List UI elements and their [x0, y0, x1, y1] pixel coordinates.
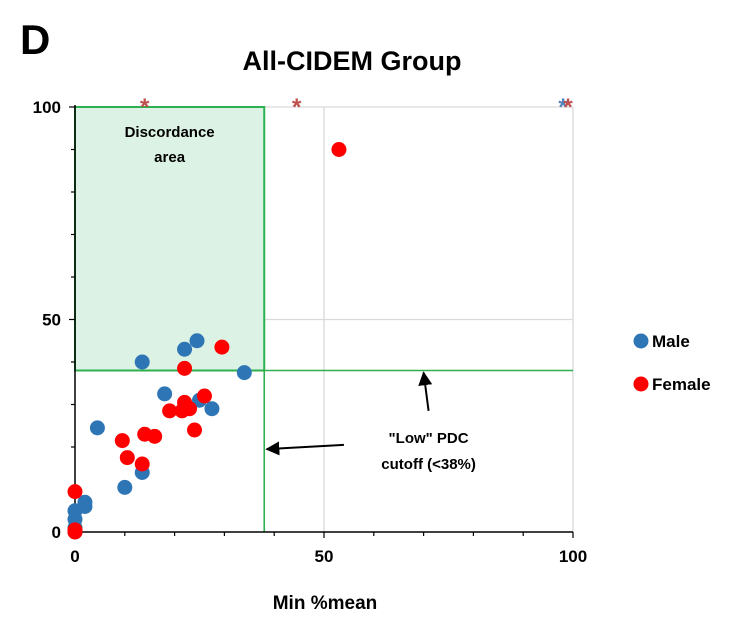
- data-point-female: [67, 522, 83, 538]
- x-axis-label: Min %mean: [273, 593, 378, 614]
- data-point-male: [89, 420, 105, 436]
- data-point-male: [117, 479, 133, 495]
- chart-title: All-CIDEM Group: [243, 46, 462, 76]
- arrow-to-vertical-cutoff: [265, 441, 344, 456]
- legend: Male Female: [633, 332, 711, 394]
- data-point-female: [187, 422, 203, 438]
- y-tick-label: 50: [42, 311, 61, 330]
- panel-label: D: [20, 16, 50, 63]
- data-point-female: [114, 433, 130, 449]
- data-point-female: [177, 360, 193, 376]
- asterisk-marker: *: [558, 94, 568, 121]
- data-point-female: [214, 339, 230, 355]
- arrow-to-horizontal-cutoff: [418, 371, 433, 412]
- legend-label-female: Female: [652, 375, 711, 394]
- y-tick-label: 0: [52, 523, 61, 542]
- legend-marker-female: [633, 376, 649, 392]
- data-point-male: [157, 386, 173, 402]
- asterisk-marker: *: [292, 94, 302, 121]
- data-point-female: [196, 388, 212, 404]
- cutoff-label: "Low" PDC: [389, 430, 469, 447]
- discordance-area-label: Discordance: [125, 124, 215, 141]
- x-tick-label: 50: [315, 547, 334, 566]
- data-point-female: [119, 450, 135, 466]
- data-point-male: [134, 354, 150, 370]
- plot-area: 0 50 100 0 50 100 Discordance area "Low" PDC cuto…: [33, 94, 588, 566]
- data-point-male: [236, 365, 252, 381]
- data-point-male: [77, 494, 93, 510]
- data-point-female: [134, 456, 150, 472]
- x-tick-label: 0: [70, 547, 79, 566]
- x-tick-label: 100: [559, 547, 587, 566]
- discordance-area-label: area: [154, 149, 186, 166]
- asterisk-marker: *: [563, 94, 573, 121]
- data-point-female: [162, 403, 178, 419]
- cutoff-label: cutoff (<38%): [381, 456, 476, 473]
- data-point-male: [189, 333, 205, 349]
- data-point-female: [147, 428, 163, 444]
- legend-label-male: Male: [652, 332, 690, 351]
- discordance-area: [74, 106, 266, 372]
- y-tick-label: 100: [33, 98, 61, 117]
- data-point-male: [204, 401, 220, 417]
- asterisk-marker: *: [140, 94, 150, 121]
- data-point-female: [182, 401, 198, 417]
- legend-marker-male: [633, 333, 649, 349]
- data-point-male: [177, 341, 193, 357]
- data-point-female: [331, 142, 347, 157]
- data-point-female: [67, 484, 83, 500]
